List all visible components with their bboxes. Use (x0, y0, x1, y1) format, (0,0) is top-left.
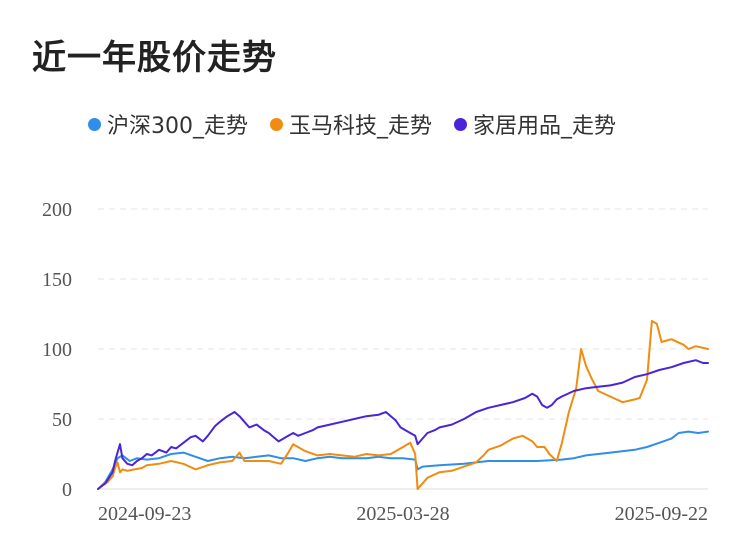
series-line-1 (97, 320, 709, 490)
x-tick-label: 2025-03-28 (356, 503, 449, 525)
legend-label: 沪深300_走势 (107, 114, 248, 139)
y-tick-label: 0 (62, 479, 72, 501)
chart-title: 近一年股价走势 (32, 38, 277, 78)
legend-dot-icon (88, 117, 101, 131)
y-tick-label: 50 (52, 409, 72, 431)
legend-item-hs300[interactable]: 沪深300_走势 (88, 108, 248, 140)
x-tick-label: 2024-09-23 (98, 503, 191, 525)
series-line-2 (97, 359, 709, 490)
legend-dot-icon (270, 117, 283, 131)
y-tick-label: 200 (42, 199, 72, 221)
legend-label: 家居用品_走势 (473, 114, 617, 139)
series-line-0 (97, 430, 709, 490)
y-tick-label: 150 (42, 269, 72, 291)
x-tick-label: 2025-09-22 (615, 503, 708, 525)
legend-dot-icon (454, 117, 468, 131)
legend-label: 玉马科技_走势 (289, 114, 433, 139)
legend: 沪深300_走势 玉马科技_走势 家居用品_走势 (88, 108, 638, 140)
legend-item-home[interactable]: 家居用品_走势 (454, 108, 616, 140)
y-tick-label: 100 (42, 339, 72, 361)
legend-item-yuma[interactable]: 玉马科技_走势 (270, 108, 432, 140)
